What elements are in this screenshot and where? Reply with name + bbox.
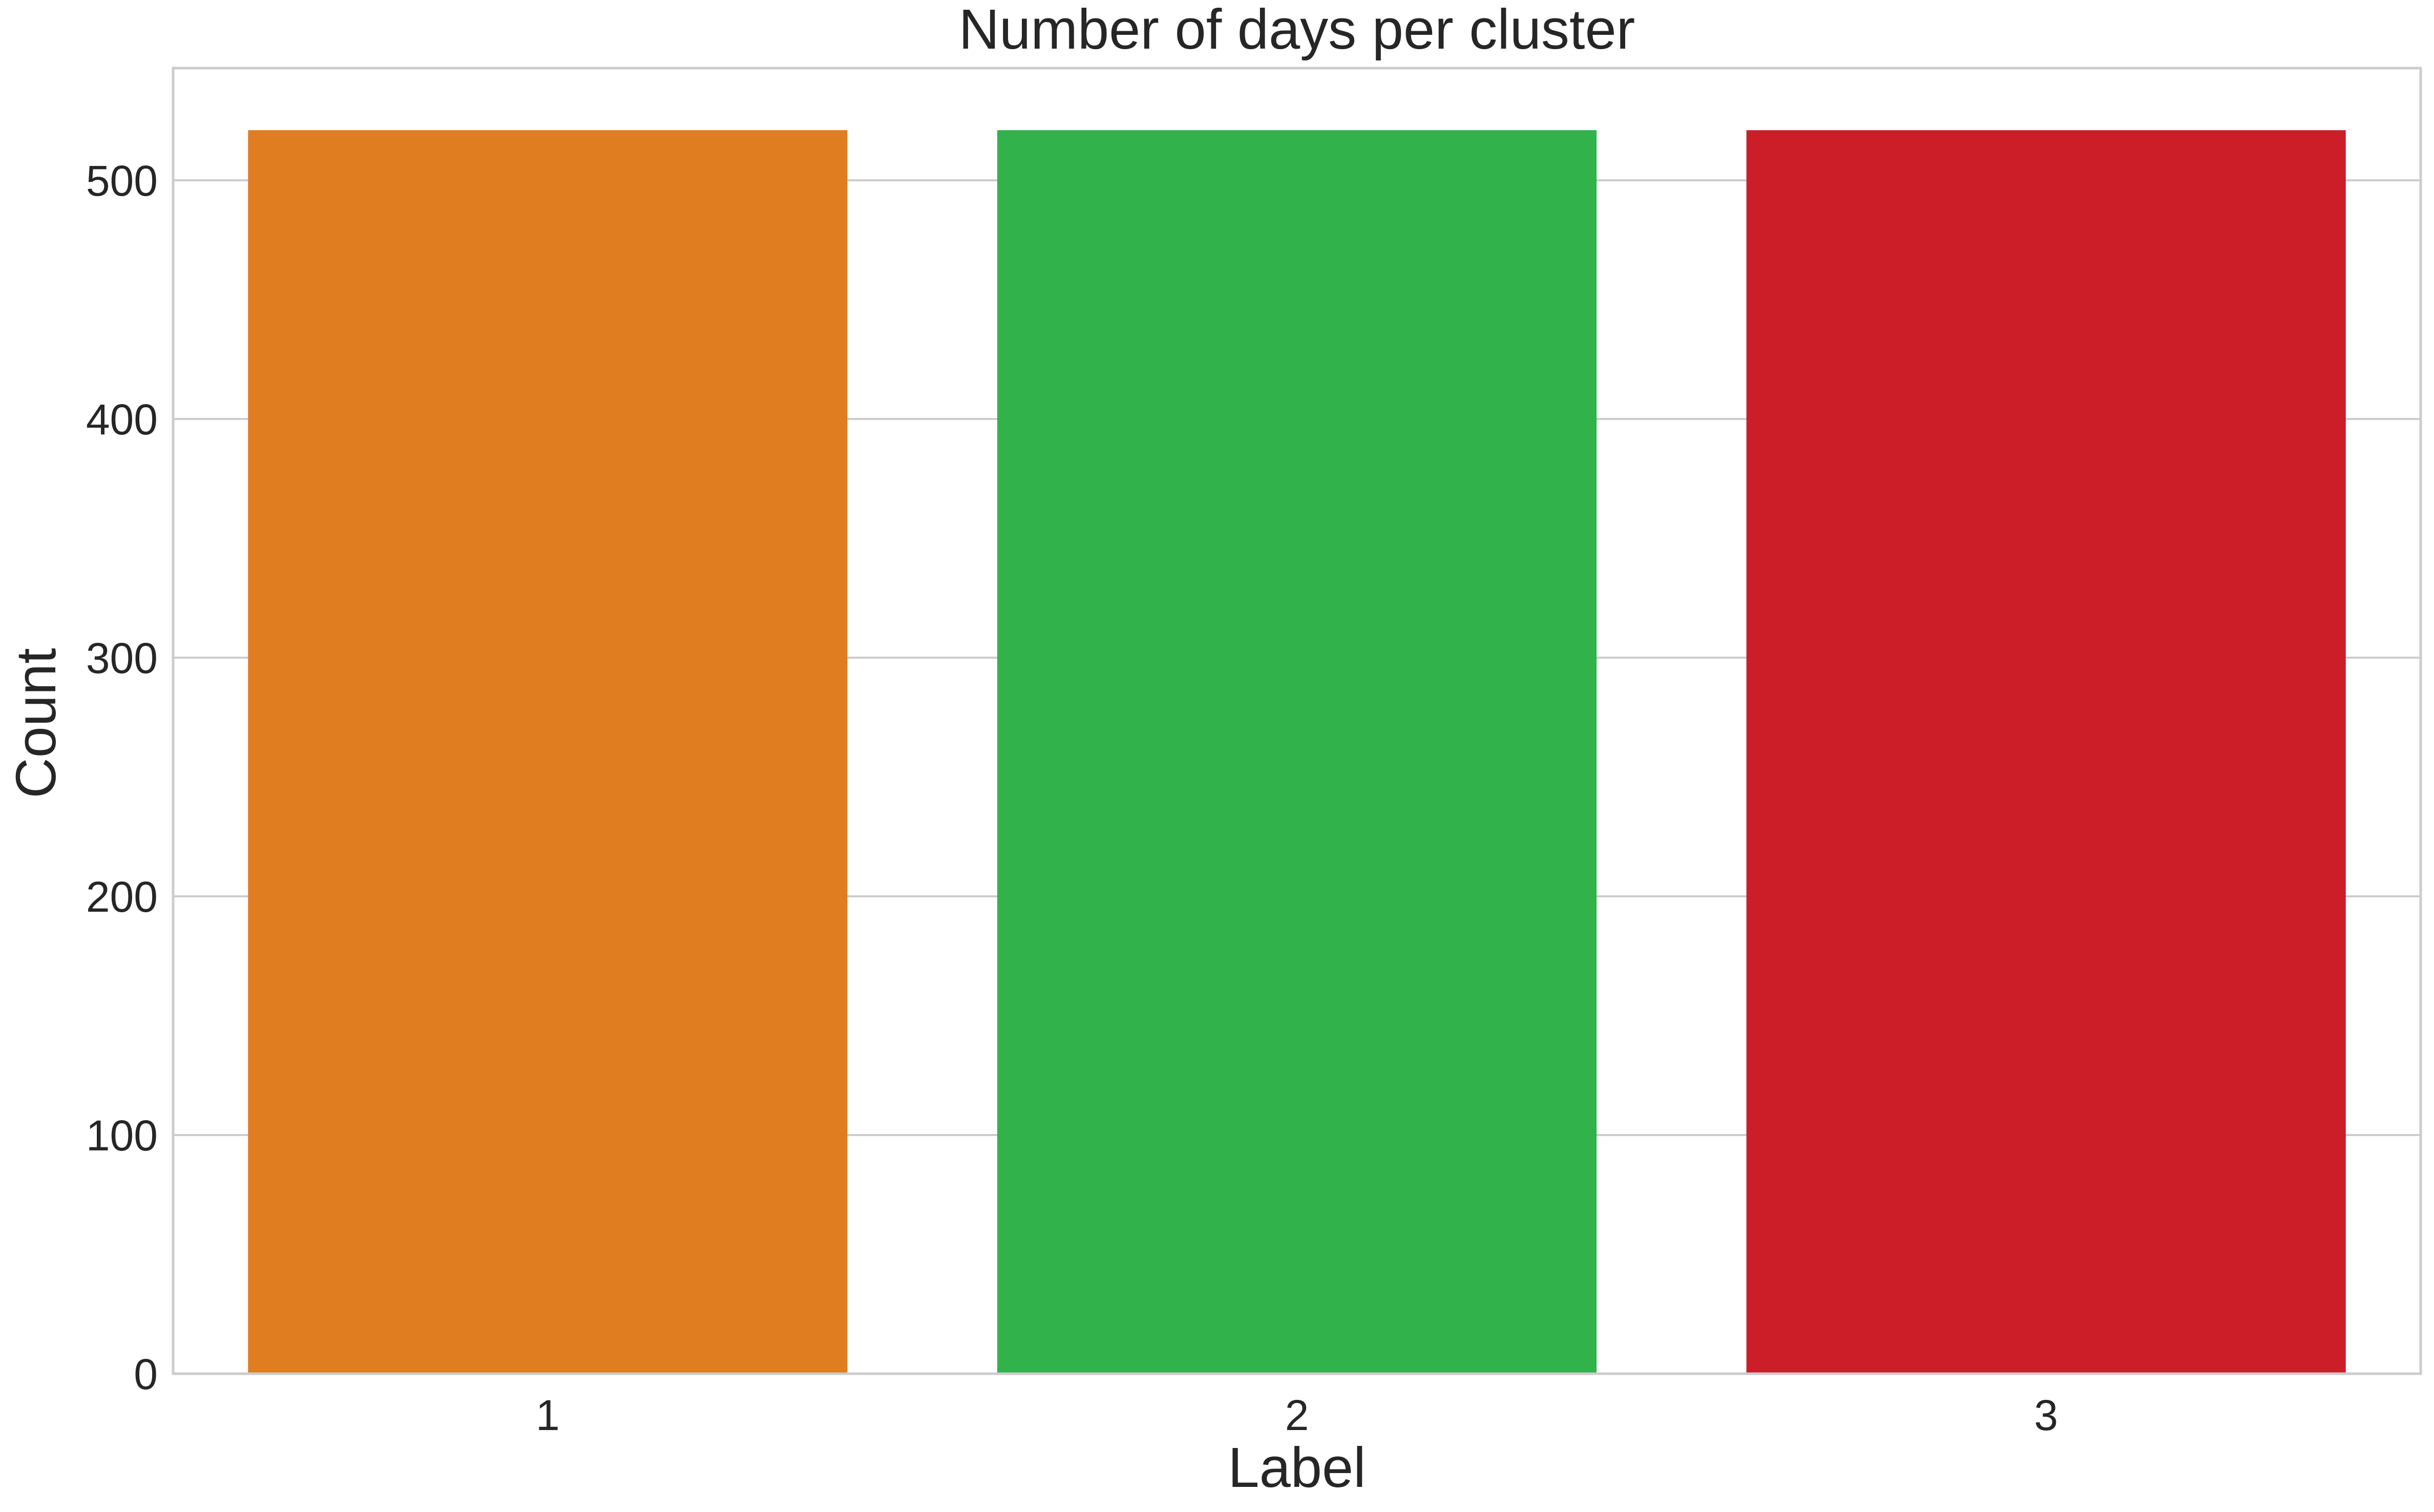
x-tick-label: 1 bbox=[536, 1391, 560, 1439]
bar-2 bbox=[997, 130, 1597, 1374]
bar-3 bbox=[1746, 130, 2346, 1374]
y-tick-label: 300 bbox=[86, 634, 158, 682]
x-tick-labels: 1 2 3 bbox=[536, 1391, 2058, 1439]
x-tick-label: 3 bbox=[2034, 1391, 2058, 1439]
y-tick-label: 100 bbox=[86, 1111, 158, 1160]
chart-title: Number of days per cluster bbox=[959, 0, 1635, 61]
y-tick-label: 0 bbox=[134, 1350, 158, 1398]
y-tick-labels: 0 100 200 300 400 500 bbox=[86, 157, 158, 1398]
plot-frame bbox=[172, 67, 2422, 1375]
bar-1 bbox=[248, 130, 848, 1374]
x-axis-title: Label bbox=[1228, 1436, 1366, 1499]
y-tick-label: 500 bbox=[86, 157, 158, 205]
x-tick-label: 2 bbox=[1285, 1391, 1309, 1439]
y-axis-title: Count bbox=[5, 648, 68, 799]
y-tick-label: 200 bbox=[86, 873, 158, 921]
bars bbox=[248, 130, 2346, 1374]
y-tick-label: 400 bbox=[86, 395, 158, 444]
